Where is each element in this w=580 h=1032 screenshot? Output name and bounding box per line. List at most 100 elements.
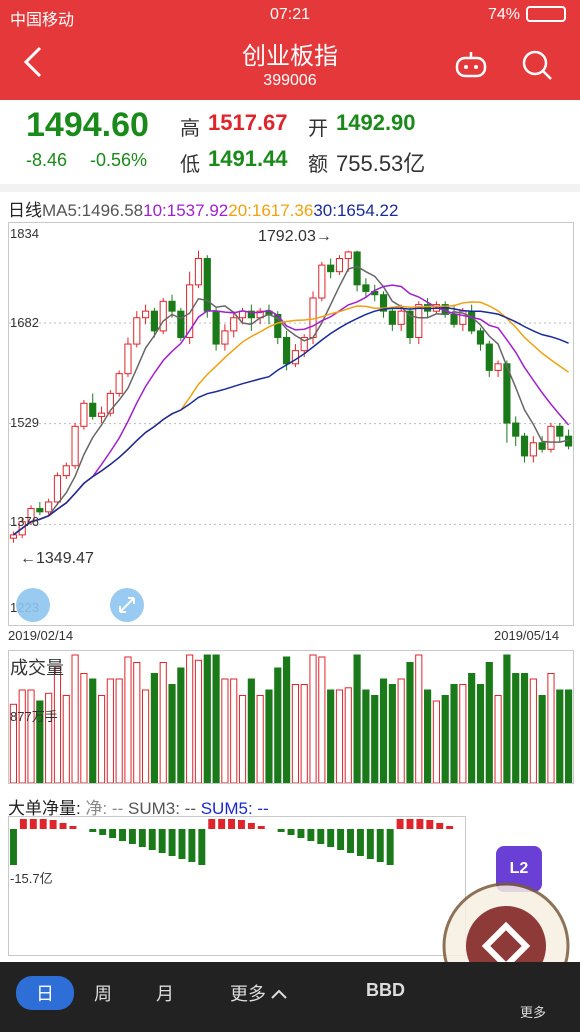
open-label: 开 xyxy=(308,118,328,140)
chevron-up-icon xyxy=(271,989,287,999)
volume-bar xyxy=(503,654,511,784)
flow-bar xyxy=(436,823,444,829)
flow-bar xyxy=(317,829,325,844)
candle xyxy=(9,534,17,539)
battery-indicator: 74% xyxy=(488,6,566,24)
candle xyxy=(547,425,555,450)
candle xyxy=(485,343,493,371)
candle xyxy=(36,508,44,513)
candle xyxy=(203,258,211,312)
flow-bar xyxy=(277,829,285,832)
ma10-value: 10:1537.92 xyxy=(143,201,229,220)
price-change-pct: -0.56% xyxy=(90,150,148,170)
volume-tick: 877万手 xyxy=(10,709,58,724)
candle xyxy=(379,294,388,312)
tab-week[interactable]: 周 xyxy=(94,984,112,1004)
page-title: 创业板指 xyxy=(242,43,338,70)
volume-chart[interactable] xyxy=(8,650,574,784)
volume-bar xyxy=(362,689,370,784)
volume-bar xyxy=(327,689,335,784)
tab-month[interactable]: 月 xyxy=(156,984,174,1004)
volume-bar xyxy=(186,654,194,784)
volume-bar xyxy=(221,678,229,784)
candle xyxy=(494,363,502,371)
candle xyxy=(97,412,106,417)
volume-bar xyxy=(71,654,79,784)
flow-bar xyxy=(119,829,126,841)
candle xyxy=(142,310,150,319)
low-marker: ←1349.47 xyxy=(20,550,94,567)
tab-day[interactable]: 日 xyxy=(16,976,74,1010)
candle xyxy=(300,336,308,352)
candle xyxy=(45,501,53,513)
candle xyxy=(556,425,564,437)
high-marker: 1792.03→ xyxy=(258,228,332,245)
high-label: 高 xyxy=(180,118,200,140)
tab-bbd[interactable]: BBD xyxy=(366,980,405,1000)
volume-bar xyxy=(27,689,35,784)
volume-bar xyxy=(344,687,352,784)
ma30-line xyxy=(12,306,569,536)
flow-bar xyxy=(49,820,57,829)
volume-bar xyxy=(512,673,520,784)
candle xyxy=(415,304,423,338)
flow-bar xyxy=(158,829,166,853)
flow-chart[interactable] xyxy=(8,816,466,956)
volume-bar xyxy=(353,654,361,784)
candle xyxy=(362,284,370,292)
flow-bar xyxy=(356,829,364,856)
volume-label: 成交量 xyxy=(10,658,64,678)
volume-bar xyxy=(18,689,26,784)
carrier: 中国移动 xyxy=(10,12,75,29)
candle xyxy=(159,300,167,332)
candle xyxy=(53,475,62,503)
flow-bar xyxy=(257,826,265,829)
tab-more-label: 更多 xyxy=(230,984,266,1004)
flow-legend: 大单净量: 净: -- SUM3: -- SUM5: -- xyxy=(8,794,269,819)
amount-value: 755.53亿 xyxy=(336,151,426,176)
flow-bar xyxy=(128,829,136,844)
y-tick-1376: 1376 xyxy=(10,514,39,529)
flow-bar xyxy=(10,829,17,865)
period-tab-bar: 日 周 月 更多 BBD 更多 xyxy=(0,962,580,1032)
fullscreen-button[interactable] xyxy=(110,588,144,622)
volume-bar xyxy=(494,695,502,784)
flow-bar xyxy=(287,829,295,835)
flow-svg xyxy=(10,819,454,865)
period-label: 日线 xyxy=(8,201,42,220)
candle xyxy=(274,313,282,338)
volume-bar xyxy=(256,695,264,784)
search-button[interactable] xyxy=(520,48,554,82)
tab-more[interactable]: 更多 xyxy=(230,980,288,1006)
flow-bar xyxy=(376,829,384,862)
candle xyxy=(291,350,299,365)
volume-bar xyxy=(124,656,132,784)
volume-bar xyxy=(212,654,220,784)
volume-bar xyxy=(406,662,414,784)
volume-bar xyxy=(194,659,203,784)
back-button[interactable] xyxy=(20,44,44,86)
kline-chart[interactable] xyxy=(8,222,574,626)
volume-bar xyxy=(203,654,211,784)
ma5-value: MA5:1496.58 xyxy=(42,201,144,220)
volume-bar xyxy=(379,678,388,784)
volume-bar xyxy=(274,667,282,784)
candle xyxy=(538,442,546,450)
flow-bar xyxy=(406,819,414,829)
volume-bar xyxy=(115,678,123,784)
volume-bar xyxy=(106,678,114,784)
robot-assistant-button[interactable] xyxy=(454,50,488,80)
low-label: 低 xyxy=(180,154,200,176)
flow-bar xyxy=(188,829,196,862)
flow-bar xyxy=(69,826,77,829)
candle xyxy=(124,343,132,375)
candle xyxy=(344,251,352,260)
price-change: -8.46 xyxy=(26,150,68,170)
expand-button-left[interactable] xyxy=(16,588,50,622)
flow-bar xyxy=(168,829,176,856)
volume-bar xyxy=(62,695,70,784)
tab-more-2[interactable]: 更多 xyxy=(520,1005,547,1020)
flow-bar xyxy=(198,829,206,865)
ma20-line xyxy=(12,301,570,536)
volume-bar xyxy=(230,678,238,784)
